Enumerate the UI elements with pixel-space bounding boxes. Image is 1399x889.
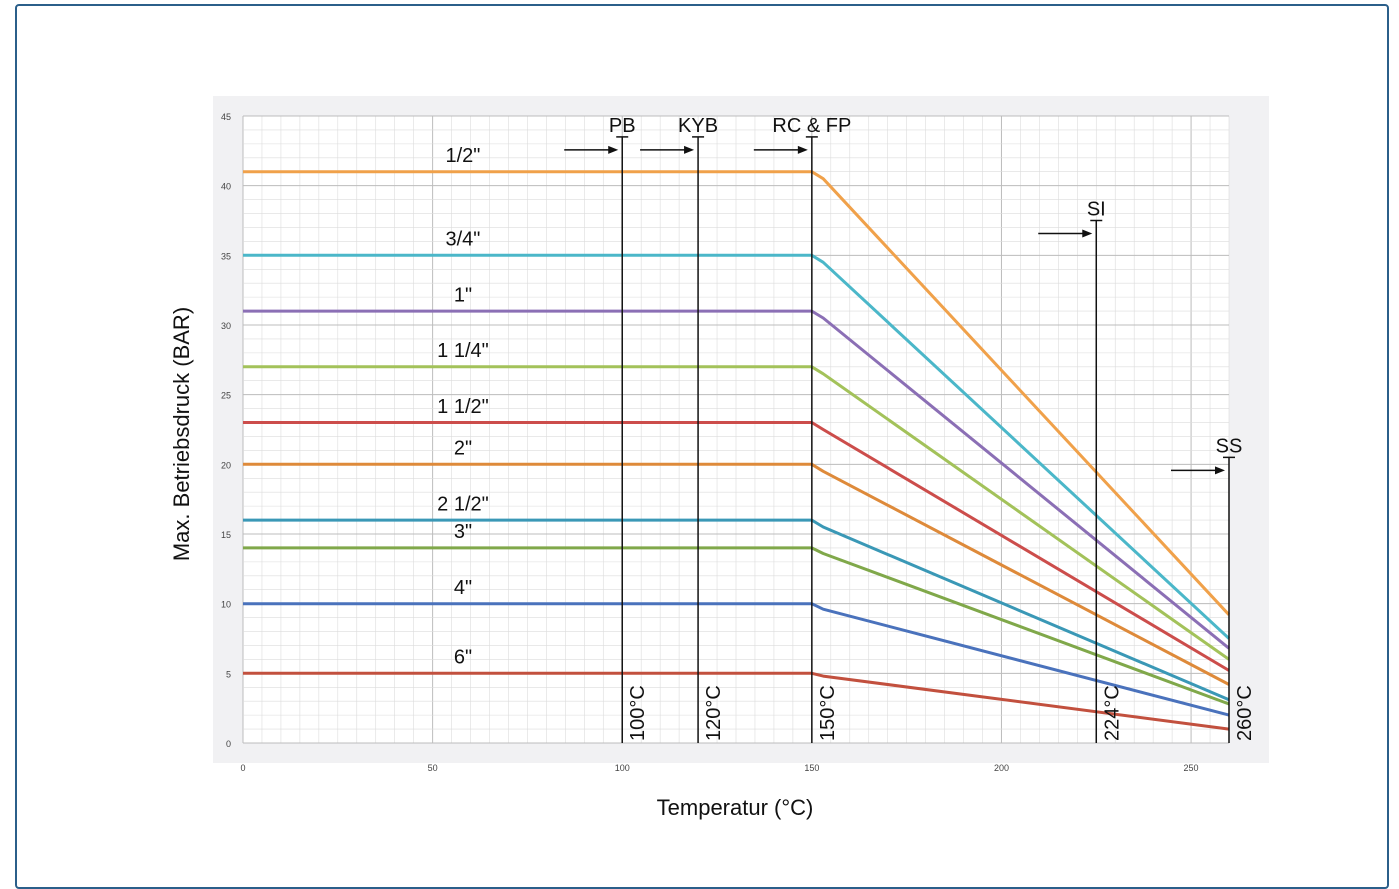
series-label: 3/4" [446,229,481,251]
y-tick-label: 0 [226,739,231,749]
arrow-head [684,145,695,154]
arrow-head [1082,229,1093,238]
chart-frame: PB 100°C KYB 120°C RC & FP 150°C SI 224°C SS 260°… [15,4,1389,889]
series-label: 3" [454,521,472,543]
marker-temperature-label: 100°C [627,685,649,741]
series-labels: 1/2" 3/4" 1" 1 1/4" 1 1/2" 2" 2 1/2" 3" 4" 6" [437,145,489,669]
series-lines [243,170,1231,731]
y-tick-label: 5 [226,669,231,679]
series-line [243,462,1230,686]
y-tick-label: 30 [221,321,231,331]
x-tick-label: 200 [994,763,1009,773]
series-label: 1" [454,284,472,306]
y-tick-label: 40 [221,182,231,192]
series-label: 6" [454,647,472,669]
y-tick-label: 20 [221,460,231,470]
x-tick-label: 50 [428,763,438,773]
marker-label: PB [609,115,636,137]
y-tick-label: 25 [221,391,231,401]
marker-label: SI [1087,199,1106,221]
marker-temperature-label: 260°C [1234,685,1256,741]
marker-temperature-label: 120°C [703,685,725,741]
marker-label: RC & FP [772,115,851,137]
series-line [243,518,1230,702]
series-line [243,253,1231,640]
marker-label: KYB [678,115,718,137]
x-axis-title: Temperatur (°C) [657,795,814,820]
series-label: 4" [454,577,472,599]
x-tick-label: 150 [804,763,819,773]
series-line [243,170,1231,616]
tick-labels: 0 50 100 150 200 250 0 5 10 15 20 25 30 35 40 45 [221,112,1199,773]
series-line [243,365,1230,661]
y-tick-label: 45 [221,112,231,122]
series-line [243,546,1230,706]
y-tick-label: 10 [221,600,231,610]
marker-temperature-label: 150°C [817,685,839,741]
y-tick-label: 35 [221,251,231,261]
series-line [243,309,1230,650]
x-tick-label: 100 [615,763,630,773]
y-axis-title: Max. Betriebsdruck (BAR) [169,307,194,561]
series-label: 1 1/4" [437,340,489,362]
y-tick-label: 15 [221,530,231,540]
pressure-temperature-chart: PB 100°C KYB 120°C RC & FP 150°C SI 224°C SS 260°… [169,96,1269,820]
marker-temperature-label: 224°C [1101,685,1123,741]
series-label: 2 1/2" [437,493,489,515]
grid [213,96,1269,763]
arrow-head [797,145,808,154]
x-tick-label: 0 [240,763,245,773]
x-tick-label: 250 [1184,763,1199,773]
arrow-head [608,145,619,154]
marker-label: SS [1216,435,1243,457]
series-label: 2" [454,438,472,460]
vertical-markers: PB 100°C KYB 120°C RC & FP 150°C SI 224°C SS 260°… [564,115,1256,743]
series-label: 1 1/2" [437,396,489,418]
arrow-head [1215,466,1225,475]
series-label: 1/2" [446,145,481,167]
series-line [243,602,1230,717]
series-line [243,421,1230,672]
series-line [243,671,1230,731]
